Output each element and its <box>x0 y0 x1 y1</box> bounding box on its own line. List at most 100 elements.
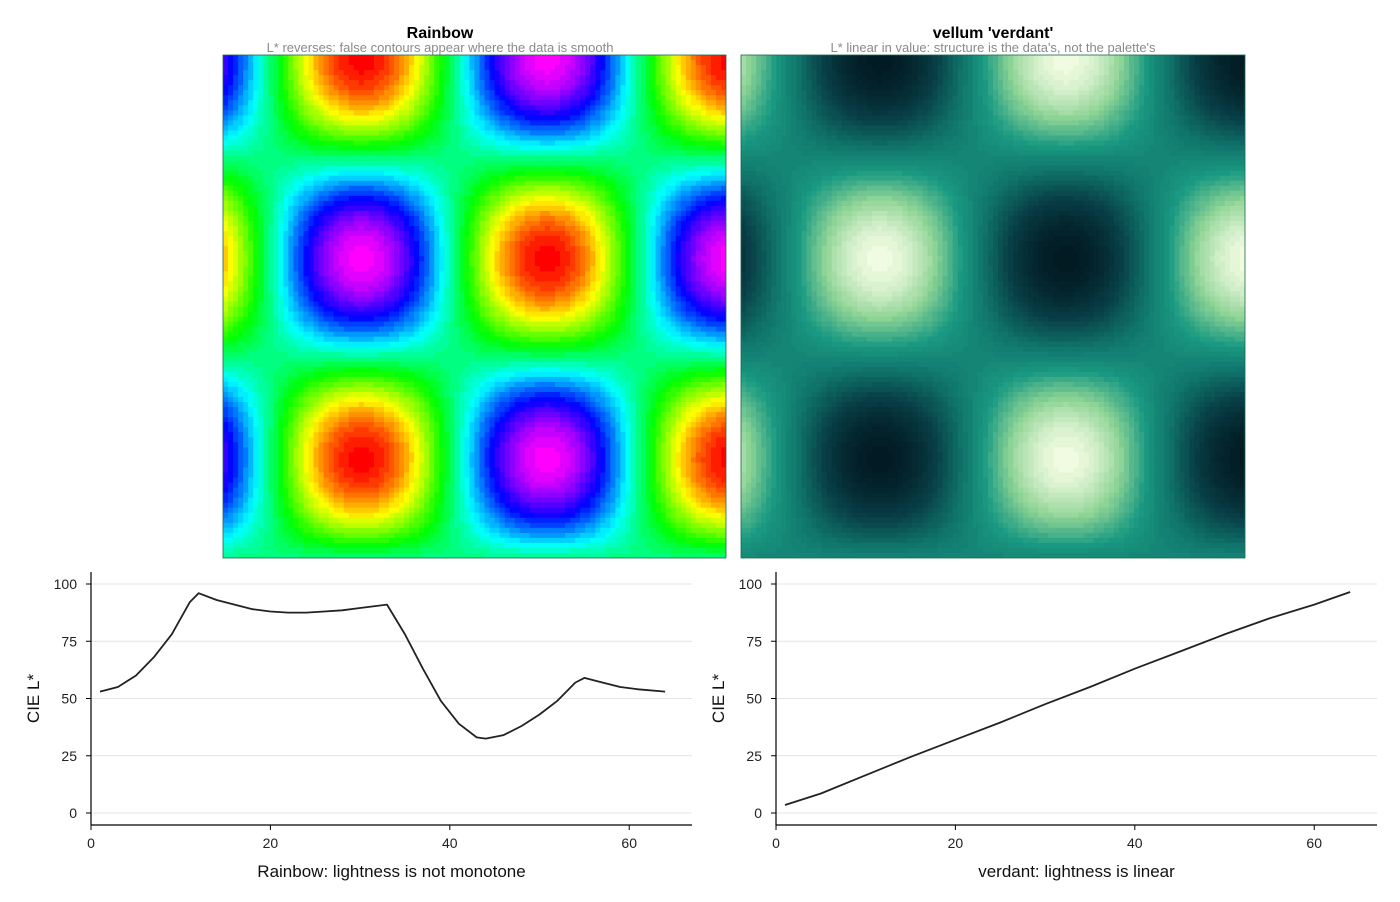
rainbow-heatmap-cell <box>600 246 606 252</box>
rainbow-heatmap-cell <box>529 140 536 147</box>
rainbow-heatmap-cell <box>549 100 556 106</box>
rainbow-heatmap-cell <box>464 286 471 293</box>
rainbow-heatmap-cell <box>630 296 637 303</box>
rainbow-heatmap-cell <box>358 60 365 66</box>
rainbow-heatmap-cell <box>268 205 274 212</box>
rainbow-heatmap-cell <box>228 165 234 172</box>
rainbow-heatmap-cell <box>489 231 496 237</box>
rainbow-heatmap-cell <box>585 251 591 257</box>
rainbow-heatmap-cell <box>388 301 395 308</box>
rainbow-heatmap-cell <box>444 200 450 207</box>
rainbow-heatmap-cell <box>565 246 571 252</box>
rainbow-heatmap-cell <box>288 105 295 111</box>
rainbow-heatmap-cell <box>223 226 229 232</box>
rainbow-heatmap-cell <box>580 125 586 132</box>
rainbow-heatmap-cell <box>615 75 621 81</box>
rainbow-heatmap-cell <box>690 205 697 212</box>
rainbow-heatmap-cell <box>519 120 526 127</box>
rainbow-heatmap-cell <box>243 266 249 272</box>
rainbow-heatmap-cell <box>253 60 259 66</box>
rainbow-heatmap-cell <box>419 256 425 262</box>
rainbow-heatmap-cell <box>665 286 672 293</box>
rainbow-heatmap-cell <box>590 180 596 187</box>
rainbow-heatmap-cell <box>549 130 556 137</box>
rainbow-heatmap-cell <box>243 115 249 121</box>
rainbow-heatmap-cell <box>600 80 606 86</box>
rainbow-heatmap-cell <box>534 291 541 298</box>
rainbow-heatmap-cell <box>424 135 430 142</box>
rainbow-heatmap-cell <box>560 170 566 177</box>
rainbow-heatmap-cell <box>388 160 395 167</box>
rainbow-heatmap-cell <box>404 140 410 147</box>
rainbow-heatmap-cell <box>610 241 616 247</box>
rainbow-heatmap-cell <box>549 120 556 127</box>
rainbow-heatmap-cell <box>373 100 380 106</box>
rainbow-heatmap-cell <box>570 220 576 227</box>
rainbow-heatmap-cell <box>605 296 611 303</box>
rainbow-heatmap-cell <box>298 65 305 71</box>
rainbow-heatmap-cell <box>248 271 254 277</box>
rainbow-heatmap-cell <box>308 60 315 66</box>
rainbow-heatmap-cell <box>680 75 687 81</box>
rainbow-heatmap-cell <box>363 301 370 308</box>
rainbow-heatmap-cell <box>660 205 667 212</box>
rainbow-heatmap-cell <box>570 210 576 217</box>
rainbow-heatmap-cell <box>238 180 244 187</box>
rainbow-heatmap-cell <box>544 200 551 207</box>
rainbow-heatmap-cell <box>263 195 269 202</box>
rainbow-heatmap-cell <box>308 65 315 71</box>
rainbow-heatmap-cell <box>524 90 531 96</box>
rainbow-heatmap-cell <box>263 115 269 121</box>
rainbow-heatmap-cell <box>273 251 279 257</box>
rainbow-heatmap-cell <box>263 236 269 242</box>
rainbow-heatmap-cell <box>484 65 491 71</box>
rainbow-heatmap-cell <box>474 75 481 81</box>
rainbow-heatmap-cell <box>233 135 239 142</box>
rainbow-heatmap-cell <box>499 160 506 167</box>
rainbow-heatmap-cell <box>610 256 616 262</box>
rainbow-heatmap-cell <box>670 276 677 282</box>
rainbow-heatmap-cell <box>358 215 365 222</box>
rainbow-heatmap-cell <box>494 296 501 303</box>
rainbow-heatmap-cell <box>308 120 315 127</box>
rainbow-heatmap-cell <box>248 195 254 202</box>
rainbow-heatmap-cell <box>338 220 345 227</box>
rainbow-heatmap-cell <box>700 145 707 152</box>
rainbow-heatmap-cell <box>499 65 506 71</box>
rainbow-heatmap-cell <box>630 200 637 207</box>
rainbow-heatmap-cell <box>283 256 289 262</box>
rainbow-heatmap-cell <box>590 185 596 192</box>
rainbow-heatmap-cell <box>363 246 370 252</box>
rainbow-heatmap-cell <box>565 70 571 76</box>
rainbow-heatmap-cell <box>690 115 697 121</box>
rainbow-heatmap-cell <box>529 145 536 152</box>
rainbow-heatmap-cell <box>494 165 501 172</box>
rainbow-heatmap-cell <box>303 266 310 272</box>
rainbow-heatmap-cell <box>308 150 315 157</box>
rainbow-heatmap-cell <box>580 220 586 227</box>
rainbow-heatmap-cell <box>283 261 289 267</box>
rainbow-heatmap-cell <box>338 271 345 277</box>
rainbow-heatmap-cell <box>509 256 516 262</box>
rainbow-heatmap-cell <box>268 145 274 152</box>
rainbow-heatmap-cell <box>368 301 375 308</box>
rainbow-heatmap-cell <box>228 226 234 232</box>
rainbow-heatmap-cell <box>484 160 491 167</box>
rainbow-heatmap-cell <box>580 231 586 237</box>
rainbow-heatmap-cell <box>580 115 586 121</box>
rainbow-heatmap-cell <box>378 286 385 293</box>
rainbow-heatmap-cell <box>368 210 375 217</box>
rainbow-heatmap-cell <box>263 130 269 137</box>
rainbow-heatmap-cell <box>705 200 712 207</box>
rainbow-heatmap-cell <box>323 301 330 308</box>
rainbow-heatmap-cell <box>670 95 677 101</box>
rainbow-heatmap-cell <box>554 241 561 247</box>
rainbow-heatmap-cell <box>590 226 596 232</box>
rainbow-heatmap-cell <box>615 180 621 187</box>
rainbow-heatmap-cell <box>635 251 642 257</box>
rainbow-heatmap-cell <box>278 210 284 217</box>
rainbow-heatmap-cell <box>665 271 672 277</box>
rainbow-heatmap-cell <box>504 120 511 127</box>
rainbow-heatmap-cell <box>660 120 667 127</box>
rainbow-heatmap-cell <box>248 296 254 303</box>
